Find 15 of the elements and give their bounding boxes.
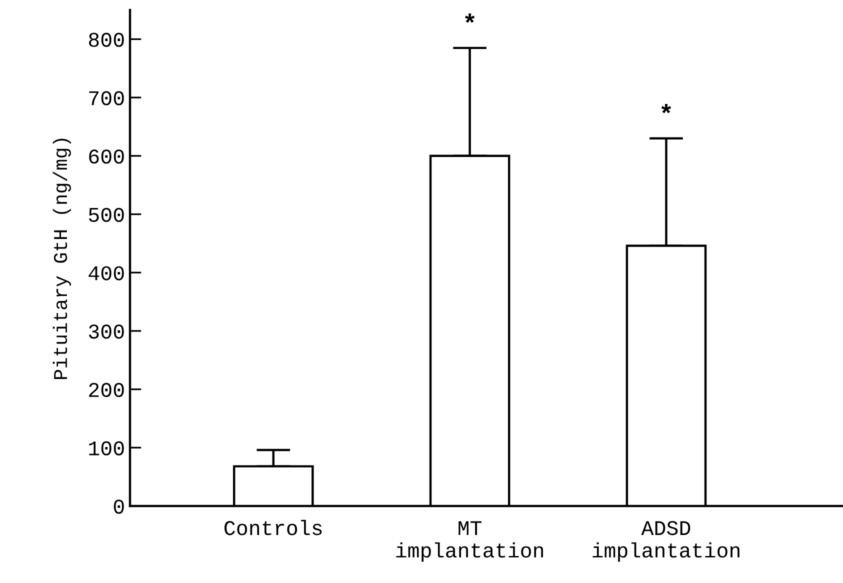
y-axis-title: Pituitary GtH (ng/mg) bbox=[52, 138, 71, 379]
y-tick-label: 700 bbox=[89, 91, 124, 106]
y-tick-label: 600 bbox=[89, 149, 124, 164]
x-tick-label: MT implantation bbox=[396, 521, 543, 562]
x-tick-label: ADSD implantation bbox=[592, 521, 740, 562]
annotation: * bbox=[464, 14, 475, 23]
y-tick-label: 800 bbox=[88, 32, 124, 47]
y-tick-label: 100 bbox=[89, 441, 124, 456]
y-tick-label: 0 bbox=[114, 500, 124, 514]
y-tick-label: 400 bbox=[88, 266, 124, 280]
y-tick-label: 300 bbox=[88, 324, 124, 339]
y-tick-label: 200 bbox=[89, 382, 124, 398]
y-tick-label: 500 bbox=[88, 208, 124, 222]
annotation: * bbox=[661, 104, 672, 114]
x-tick-label: Controls bbox=[224, 520, 322, 536]
